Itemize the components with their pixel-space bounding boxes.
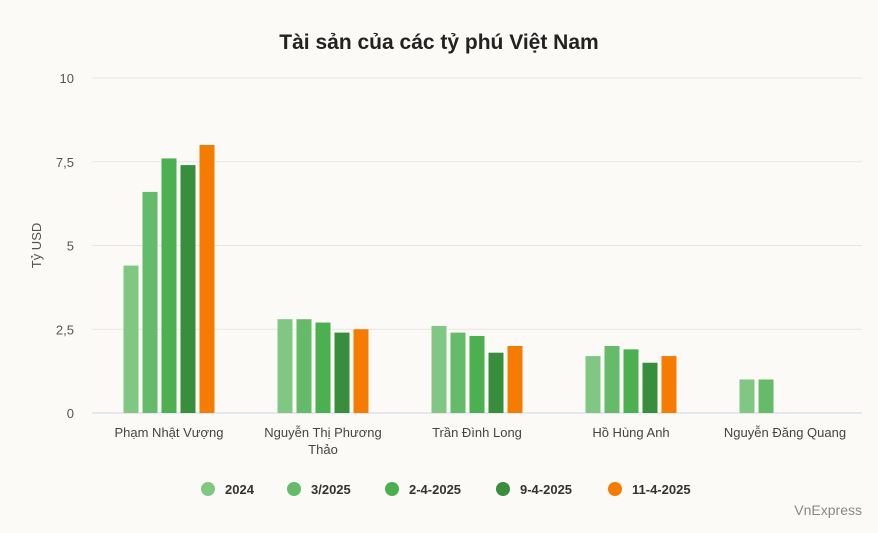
- bar-3/2025: [296, 319, 312, 413]
- bar-9-4-2025: [180, 165, 196, 413]
- bar-11-4-2025: [353, 329, 369, 413]
- legend-marker: [287, 482, 301, 496]
- legend-marker: [385, 482, 399, 496]
- y-axis-label: Tỷ USD: [29, 223, 44, 269]
- x-tick-label: Phạm Nhật Vượng: [114, 425, 223, 440]
- y-tick-label: 2,5: [56, 322, 74, 337]
- bar-9-4-2025: [642, 362, 658, 413]
- x-tick-label: Nguyễn Đăng Quang: [724, 425, 846, 440]
- legend-marker: [608, 482, 622, 496]
- y-tick-label: 7,5: [56, 155, 74, 170]
- chart-title: Tài sản của các tỷ phú Việt Nam: [279, 31, 599, 54]
- bar-3/2025: [142, 191, 158, 413]
- legend-item: 2-4-2025: [409, 482, 461, 497]
- bar-3/2025: [758, 379, 774, 413]
- bar-2-4-2025: [623, 349, 639, 413]
- bar-2024: [431, 325, 447, 413]
- bar-9-4-2025: [488, 352, 504, 413]
- bar-11-4-2025: [661, 356, 677, 413]
- bar-2024: [123, 265, 139, 413]
- bar-2-4-2025: [469, 335, 485, 413]
- legend-marker: [201, 482, 215, 496]
- legend-item: 11-4-2025: [632, 482, 691, 497]
- bar-2-4-2025: [161, 158, 177, 413]
- bar-11-4-2025: [199, 145, 215, 413]
- legend-marker: [496, 482, 510, 496]
- bar-11-4-2025: [507, 346, 523, 413]
- bar-2024: [739, 379, 755, 413]
- legend-item: 3/2025: [311, 482, 351, 497]
- y-tick-label: 5: [67, 239, 74, 254]
- x-tick-label: Nguyễn Thị Phương: [264, 425, 381, 440]
- legend-item: 9-4-2025: [520, 482, 572, 497]
- bar-2024: [277, 319, 293, 413]
- y-tick-label: 10: [60, 71, 74, 86]
- credit-text: VnExpress: [794, 502, 862, 518]
- bar-9-4-2025: [334, 332, 350, 413]
- y-tick-label: 0: [67, 406, 74, 421]
- legend-item: 2024: [225, 482, 255, 497]
- x-tick-label: Trần Đình Long: [432, 425, 522, 440]
- bar-2024: [585, 356, 601, 413]
- x-tick-label: Hồ Hùng Anh: [592, 425, 669, 440]
- bar-3/2025: [450, 332, 466, 413]
- bar-2-4-2025: [315, 322, 331, 413]
- x-tick-label: Thảo: [308, 442, 338, 457]
- bar-3/2025: [604, 346, 620, 413]
